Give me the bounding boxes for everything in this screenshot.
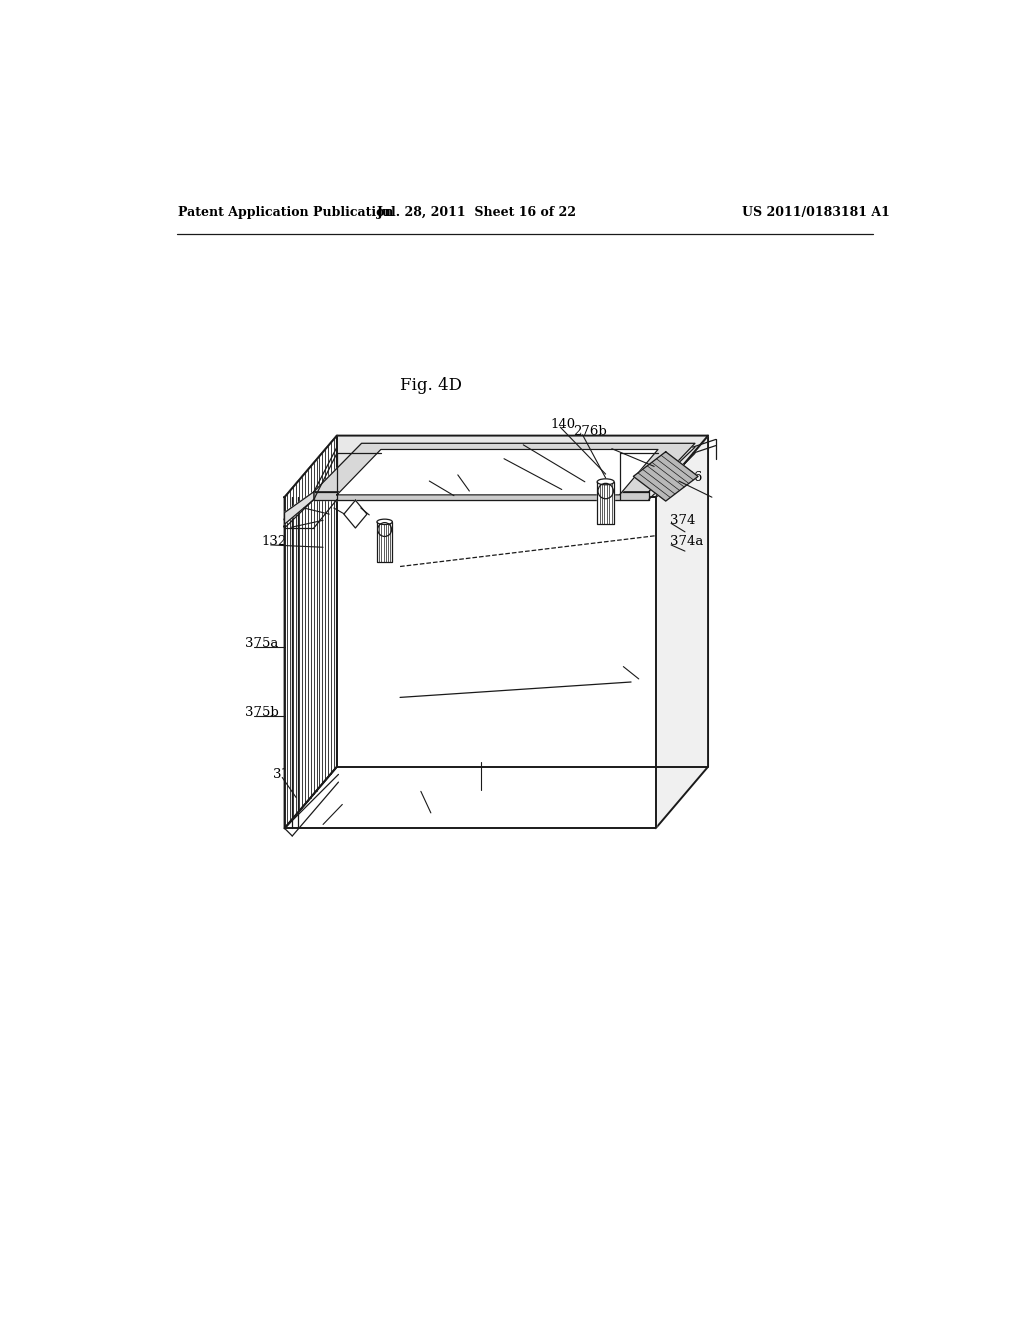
Text: 370: 370 [412, 781, 437, 795]
Text: 377: 377 [472, 752, 498, 766]
Polygon shape [344, 500, 367, 528]
Polygon shape [597, 482, 614, 524]
Polygon shape [337, 449, 658, 495]
Text: 130: 130 [325, 499, 350, 511]
Polygon shape [285, 498, 655, 829]
Polygon shape [655, 436, 708, 829]
Text: 372: 372 [630, 669, 655, 682]
Polygon shape [377, 521, 392, 562]
Text: 132: 132 [261, 536, 287, 548]
Text: 134: 134 [351, 499, 377, 511]
Polygon shape [313, 444, 695, 492]
Text: 375c: 375c [333, 795, 366, 808]
Polygon shape [285, 436, 337, 829]
Polygon shape [285, 436, 708, 498]
Polygon shape [634, 451, 698, 502]
Text: 144: 144 [514, 436, 540, 449]
Text: 374a: 374a [670, 536, 702, 548]
Ellipse shape [377, 519, 392, 524]
Text: 276: 276 [677, 471, 702, 484]
Text: Jul. 28, 2011  Sheet 16 of 22: Jul. 28, 2011 Sheet 16 of 22 [377, 206, 578, 219]
Text: 110: 110 [421, 471, 446, 484]
Text: 276b: 276b [573, 425, 607, 438]
Text: 373: 373 [283, 517, 308, 531]
Text: 374: 374 [670, 513, 695, 527]
Text: 375b: 375b [245, 706, 279, 719]
Text: 375a: 375a [245, 638, 278, 649]
Ellipse shape [597, 479, 614, 484]
Text: 140: 140 [550, 417, 575, 430]
Text: US 2011/0183181 A1: US 2011/0183181 A1 [742, 206, 890, 219]
Text: 373a: 373a [295, 499, 328, 511]
Polygon shape [313, 492, 649, 499]
Text: 375: 375 [273, 768, 298, 781]
Text: 276c: 276c [602, 440, 635, 453]
Text: Patent Application Publication: Patent Application Publication [178, 206, 394, 219]
Text: 271: 271 [449, 465, 474, 478]
Text: Fig. 4D: Fig. 4D [399, 378, 462, 395]
Text: 142: 142 [495, 449, 520, 462]
Polygon shape [285, 492, 313, 524]
